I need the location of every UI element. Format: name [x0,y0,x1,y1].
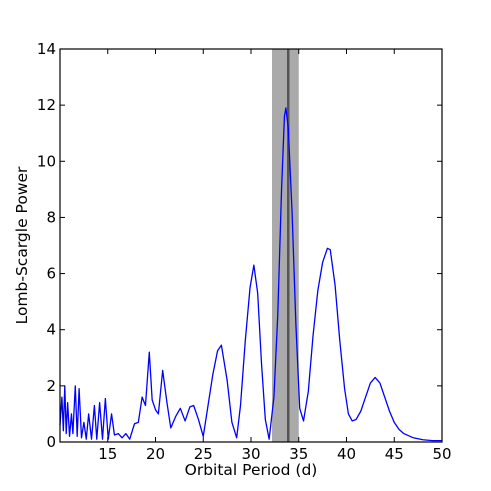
plot-frame [59,48,443,443]
series-layer [59,107,442,442]
x-tick-label: 45 [385,445,404,463]
y-tick-label: 4 [46,321,56,339]
y-axis-label: Lomb-Scargle Power [13,166,31,324]
axis-ticks: 15 20 25 30 35 40 45 50 0 2 4 6 8 10 12 14 [37,40,452,463]
x-tick-label: 20 [146,445,165,463]
x-tick-label: 25 [194,445,213,463]
x-tick-label: 15 [98,445,117,463]
y-tick-label: 6 [46,265,56,283]
x-tick-label: 40 [337,445,356,463]
x-tick-label: 30 [241,445,260,463]
y-tick-label: 8 [46,208,56,226]
x-tick-label: 35 [289,445,308,463]
y-tick-label: 10 [37,152,56,170]
series-line-0 [59,107,442,442]
y-tick-label: 2 [46,377,56,395]
y-tick-label: 12 [37,96,56,114]
x-axis-label: Orbital Period (d) [185,461,318,479]
y-tick-label: 0 [46,433,56,451]
y-tick-label: 14 [37,40,56,58]
x-tick-label: 50 [432,445,451,463]
